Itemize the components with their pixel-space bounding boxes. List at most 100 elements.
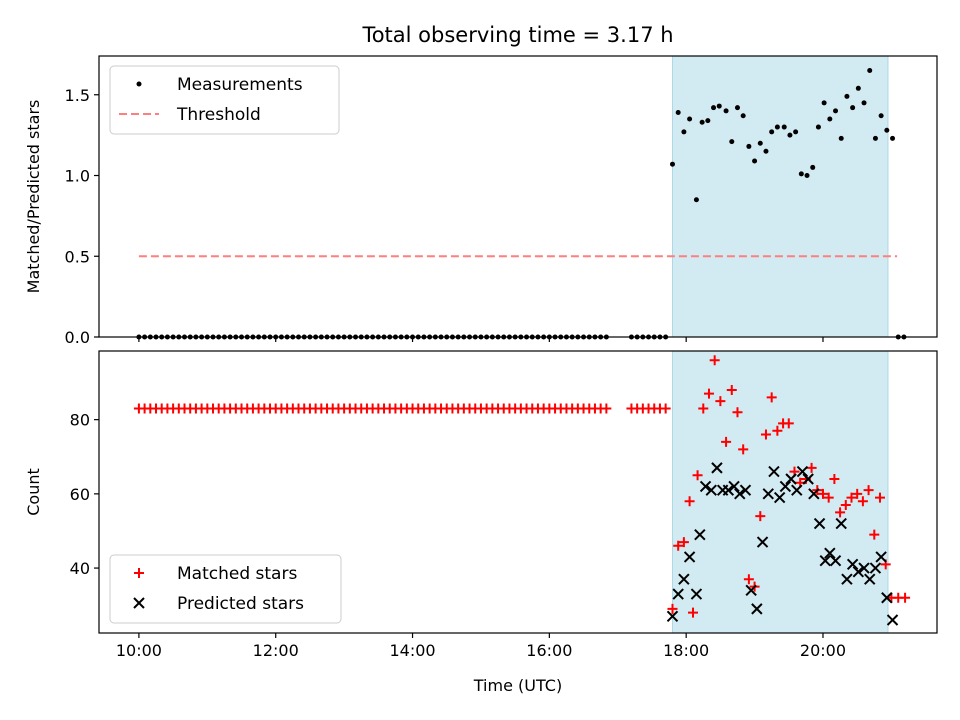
y-axis-label: Count — [24, 468, 43, 516]
predicted-star-point — [756, 536, 769, 548]
matched-star-point — [673, 540, 684, 551]
axes-frame — [98, 350, 938, 634]
predicted-star-point — [864, 573, 876, 585]
measurement-point — [867, 68, 873, 74]
legend-label: Measurements — [177, 75, 303, 95]
legend-measurement-swatch — [136, 81, 142, 87]
predicted-star-point — [779, 480, 792, 493]
predicted-star-point — [762, 488, 774, 500]
measurement-point — [711, 105, 717, 111]
predicted-star-point — [694, 528, 706, 541]
predicted-star-point — [678, 573, 690, 585]
predicted-star-point — [852, 566, 865, 578]
predicted-star-point — [802, 473, 814, 485]
measurement-point — [699, 119, 705, 125]
matched-star-point — [817, 488, 828, 499]
legend-matched-swatch — [134, 568, 144, 578]
matched-star-point — [823, 492, 834, 503]
matched-star-point — [783, 418, 794, 429]
series-predicted-stars — [666, 462, 899, 626]
y-tick-label: 60 — [70, 485, 90, 504]
measurement-point — [752, 158, 758, 164]
observing-span — [671, 55, 889, 338]
predicted-star-point — [875, 551, 887, 563]
predicted-star-point — [829, 554, 842, 567]
matched-star-point — [715, 396, 726, 407]
legend-label: Predicted stars — [177, 594, 304, 614]
chart-title: Total observing time = 3.17 h — [361, 23, 673, 47]
measurement-point — [746, 143, 752, 149]
predicted-star-point — [705, 484, 717, 496]
measurement-point — [729, 139, 735, 145]
predicted-star-point — [858, 562, 870, 574]
matched-star-point — [857, 496, 868, 507]
measurement-point — [734, 105, 740, 111]
measurement-point — [687, 116, 693, 122]
matched-star-point — [726, 384, 737, 395]
matched-star-point — [846, 492, 857, 503]
measurement-point — [833, 108, 839, 114]
legend-label: Threshold — [176, 105, 261, 125]
measurement-point — [890, 135, 896, 141]
matched-star-point — [755, 511, 766, 522]
predicted-star-point — [751, 603, 763, 615]
bottom-panel: 10:00 12:00 14:00 16:00 18:00 20:00 40 60 80 Coun… — [24, 350, 938, 695]
predicted-star-point — [819, 554, 831, 567]
matched-star-point — [829, 474, 840, 485]
predicted-star-point — [835, 517, 847, 530]
y-tick-label: 0.0 — [65, 328, 90, 347]
predicted-star-point — [791, 484, 803, 496]
y-tick-label: 1.5 — [65, 86, 90, 105]
legend-label: Matched stars — [177, 564, 297, 584]
measurement-point — [798, 171, 804, 177]
y-tick-label: 1.0 — [65, 167, 90, 186]
predicted-star-point — [886, 614, 899, 626]
measurement-point — [774, 124, 780, 130]
measurement-point — [855, 85, 861, 91]
measurement-point — [681, 129, 687, 135]
matched-star-point — [738, 444, 749, 455]
predicted-star-point — [728, 480, 740, 493]
measurement-point — [757, 140, 763, 146]
matched-star-point — [900, 592, 911, 603]
x-tick-label: 18:00 — [663, 641, 709, 660]
measurement-point — [872, 135, 878, 141]
measurement-point — [705, 118, 711, 124]
matched-star-point — [835, 507, 846, 518]
legend: Matched stars Predicted stars — [109, 554, 342, 624]
legend-box — [109, 65, 340, 135]
matched-star-point — [709, 355, 720, 366]
matched-star-point — [766, 392, 777, 403]
measurement-point — [878, 113, 884, 119]
measurement-point — [769, 129, 775, 135]
measurement-point — [844, 93, 850, 99]
matched-star-point — [840, 499, 851, 510]
matched-star-point — [869, 529, 880, 540]
measurement-point — [804, 173, 810, 179]
matched-star-point — [721, 436, 732, 447]
x-tick-label: 16:00 — [526, 641, 572, 660]
measurement-point — [838, 135, 844, 141]
y-axis-label: Matched/Predicted stars — [24, 100, 43, 294]
predicted-star-point — [813, 517, 826, 530]
measurement-point — [740, 113, 746, 119]
measurement-point — [861, 100, 867, 106]
predicted-star-point — [773, 491, 786, 504]
predicted-star-point — [672, 588, 684, 600]
measurement-point — [781, 124, 787, 130]
measurement-point — [821, 100, 827, 106]
predicted-star-point — [722, 484, 735, 496]
matched-star-point — [743, 574, 754, 585]
matched-star-point — [732, 407, 743, 418]
legend: Measurements Threshold — [109, 65, 340, 135]
top-panel: 0.0 0.5 1.0 1.5 Matched/Predicted stars Measu… — [24, 55, 938, 347]
x-tick-label: 14:00 — [389, 641, 435, 660]
legend-predicted-swatch — [133, 597, 145, 609]
predicted-star-point — [796, 465, 809, 478]
predicted-star-point — [699, 480, 712, 493]
matched-star-point — [863, 485, 874, 496]
predicted-star-point — [683, 551, 696, 563]
x-tick-label: 10:00 — [116, 641, 162, 660]
predicted-star-point — [690, 588, 703, 600]
